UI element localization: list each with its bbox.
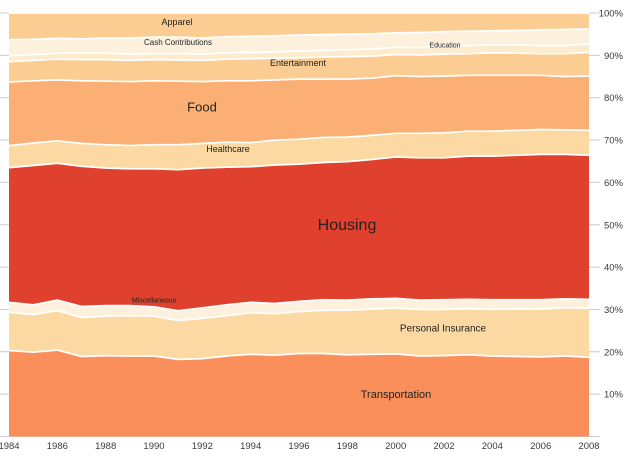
series-label-entertainment: Entertainment [270, 58, 327, 68]
y-tick-label: 80% [604, 93, 624, 104]
boundary-food [8, 74, 590, 83]
series-label-transportation: Transportation [361, 389, 432, 401]
x-tick-label: 2004 [482, 441, 503, 452]
series-label-apparel: Apparel [161, 17, 192, 27]
boundary-transportation [8, 349, 590, 361]
x-tick-label: 2000 [385, 441, 406, 452]
series-label-miscellaneous: Miscellaneous [132, 298, 177, 305]
y-tick-label: 60% [604, 178, 624, 189]
boundary-healthcare [8, 128, 590, 147]
y-tick-label: 20% [604, 347, 624, 358]
series-label-personal-insurance: Personal Insurance [400, 324, 487, 335]
area-housing [9, 154, 589, 311]
x-tick-label: 1998 [337, 441, 358, 452]
boundary-miscellaneous [8, 297, 590, 312]
x-tick-label: 1988 [95, 441, 116, 452]
series-label-education: Education [429, 43, 460, 50]
x-tick-label: 1992 [192, 441, 213, 452]
y-tick-label: 50% [604, 220, 624, 231]
x-tick-label: 1994 [240, 441, 261, 452]
area-food [9, 75, 589, 146]
x-tick-label: 2002 [433, 441, 454, 452]
y-tick-label: 10% [604, 390, 624, 401]
area-apparel [9, 13, 589, 40]
boundary-entertainment [8, 51, 590, 63]
x-tick-label: 1990 [143, 441, 164, 452]
area-healthcare [9, 129, 589, 170]
y-tick-label: 40% [604, 263, 624, 274]
boundary-cash-contributions [8, 27, 590, 41]
y-tick-label: 90% [604, 51, 624, 62]
boundary-personal-insurance [8, 306, 590, 322]
series-label-healthcare: Healthcare [206, 144, 250, 154]
boundary-education [8, 43, 590, 57]
x-tick-label: 1996 [288, 441, 309, 452]
series-label-cash-contributions: Cash Contributions [144, 38, 212, 47]
x-tick-label: 1984 [0, 441, 20, 452]
x-tick-label: 2006 [530, 441, 551, 452]
area-education [9, 43, 589, 62]
boundary-housing [8, 153, 590, 171]
x-tick-label: 2008 [578, 441, 599, 452]
series-label-food: Food [187, 100, 217, 115]
area-transportation [9, 350, 589, 437]
x-tick-label: 1986 [47, 441, 68, 452]
y-tick-label: 70% [604, 136, 624, 147]
y-tick-label: 100% [599, 9, 624, 20]
area-miscellaneous [9, 298, 589, 321]
y-tick-label: 30% [604, 305, 624, 316]
series-label-housing: Housing [318, 217, 377, 234]
area-personal-insurance [9, 307, 589, 360]
area-cash-contributions [9, 28, 589, 56]
